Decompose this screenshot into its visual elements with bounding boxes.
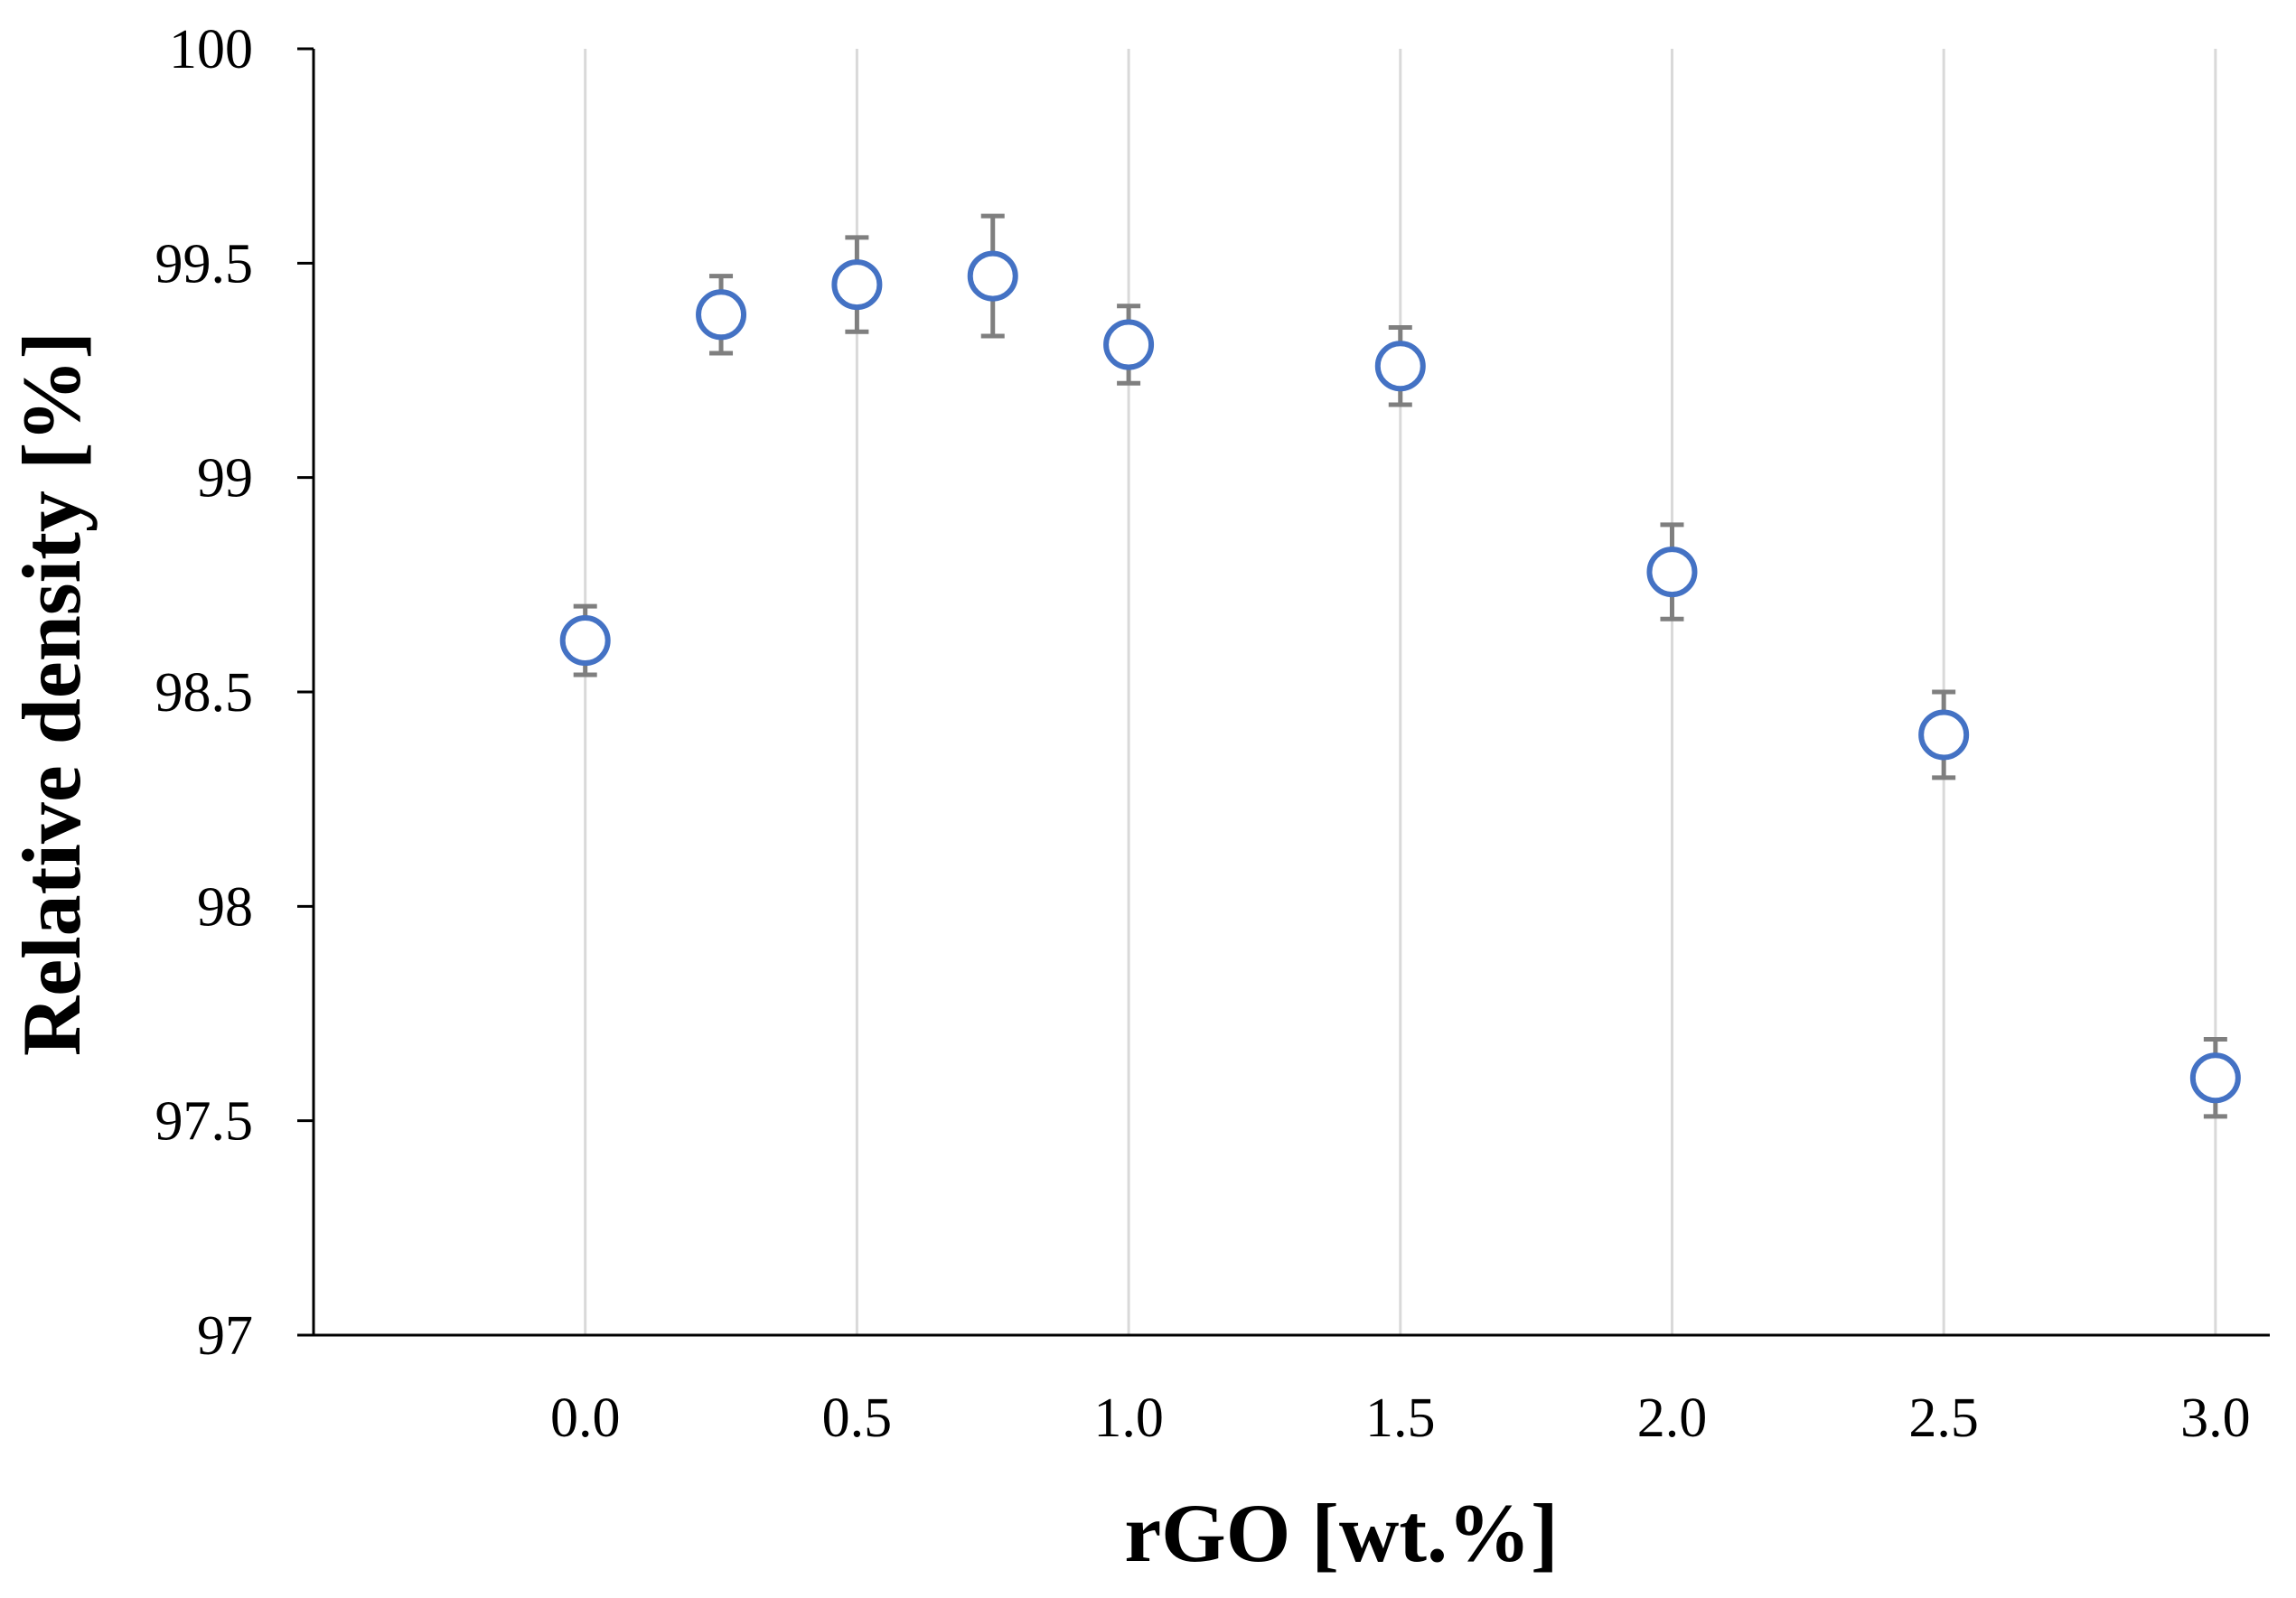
axes [297, 47, 2270, 1337]
x-tick-label-0.5: 0.5 [822, 1388, 893, 1449]
y-tick-label-100: 100 [169, 19, 253, 80]
data-point-1 [1103, 319, 1155, 370]
x-tick-label-1.5: 1.5 [1365, 1388, 1436, 1449]
x-tick-label-2.0: 2.0 [1637, 1388, 1708, 1449]
data-point-0 [559, 615, 611, 667]
x-tick-label-2.5: 2.5 [1908, 1388, 1979, 1449]
data-point-2.5 [1918, 709, 1970, 761]
y-tick-label-97: 97 [197, 1305, 253, 1367]
y-tick-label-98.5: 98.5 [155, 662, 254, 724]
y-tick-labels: 97 97.5 98 98.5 99 99.5 100 [155, 19, 254, 1367]
data-points [559, 250, 2241, 1104]
error-bars [573, 213, 2227, 1119]
y-tick-label-97.5: 97.5 [155, 1091, 254, 1153]
y-tick-label-99: 99 [197, 448, 253, 509]
x-tick-label-3.0: 3.0 [2180, 1388, 2251, 1449]
data-point-2 [1646, 547, 1698, 598]
x-tick-label-1.0: 1.0 [1093, 1388, 1164, 1449]
data-point-1.5 [1374, 341, 1426, 392]
x-tick-labels: 0.0 0.5 1.0 1.5 2.0 2.5 3.0 [550, 1388, 2251, 1449]
data-point-0.25 [696, 289, 747, 341]
x-tick-label-0.0: 0.0 [550, 1388, 621, 1449]
y-tick-label-98: 98 [197, 876, 253, 938]
data-point-3 [2189, 1052, 2241, 1104]
y-axis-title: Relative density [%] [5, 332, 98, 1056]
data-point-0.75 [967, 250, 1018, 302]
y-tick-label-99.5: 99.5 [155, 233, 254, 294]
data-point-0.5 [831, 259, 883, 311]
x-axis-title: rGO [wt.%] [1124, 1487, 1558, 1579]
